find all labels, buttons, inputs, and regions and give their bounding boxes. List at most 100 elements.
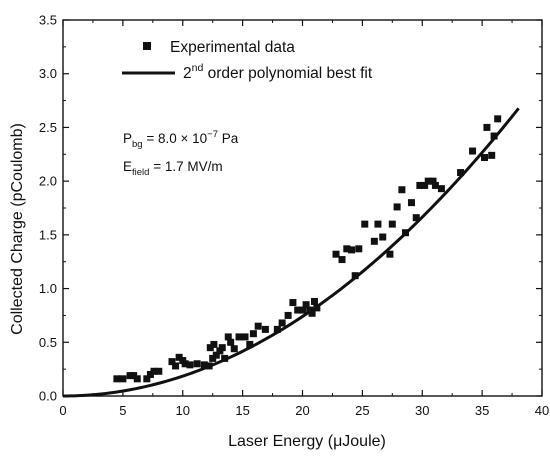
fit-curve [62, 107, 520, 398]
data-point [332, 250, 340, 258]
data-point [361, 220, 369, 228]
data-point [490, 132, 498, 140]
pbg-unit: Pa [218, 131, 239, 146]
data-point [175, 353, 183, 361]
data-point [113, 375, 121, 383]
data-point [241, 333, 249, 341]
efield-symbol: E [123, 159, 132, 174]
efield-value: = 1.7 MV/m [149, 159, 222, 174]
data-point [284, 311, 292, 319]
x-tick-label: 10 [176, 403, 190, 418]
data-point [209, 354, 217, 362]
data-point [416, 181, 424, 189]
data-point [186, 361, 194, 369]
data-point [206, 344, 214, 352]
data-point [205, 362, 213, 370]
data-point [424, 177, 432, 185]
data-point [126, 372, 134, 380]
x-tick-label: 20 [295, 403, 309, 418]
fit-curve-line [62, 107, 520, 398]
y-tick-label: 0.0 [39, 389, 57, 404]
data-point [310, 297, 318, 305]
data-point [386, 250, 394, 258]
pbg-exponent: −7 [207, 129, 218, 140]
data-point [150, 367, 158, 375]
y-axis-ticks: 0.0 0.5 1.0 1.5 2.0 2.5 3.0 3.5 [39, 13, 542, 404]
data-point [289, 299, 297, 307]
data-point [407, 199, 415, 207]
annotations: Pbg = 8.0 × 10−7 Pa Efield = 1.7 MV/m [123, 129, 239, 178]
data-point [437, 185, 445, 193]
data-point [483, 123, 491, 131]
data-point [193, 360, 201, 368]
legend-fit-rest: order polynomial best fit [203, 65, 373, 82]
data-point [221, 354, 229, 362]
pbg-value: = 8.0 × 10 [143, 131, 208, 146]
data-point [155, 367, 163, 375]
data-point [481, 154, 489, 162]
data-point [210, 340, 218, 348]
y-tick-label: 1.0 [39, 281, 57, 296]
data-point [401, 229, 409, 237]
data-point [374, 220, 382, 228]
data-point [130, 372, 138, 380]
data-point [246, 340, 254, 348]
data-point [224, 333, 232, 341]
x-tick-label: 35 [475, 403, 489, 418]
x-tick-label: 40 [535, 403, 549, 418]
data-point [119, 375, 127, 383]
data-point [299, 306, 306, 314]
legend-fit-order: 2 [183, 65, 192, 82]
data-point [278, 319, 286, 327]
data-point [348, 246, 356, 254]
pbg-subscript: bg [132, 139, 143, 150]
data-point [143, 375, 151, 383]
data-point [230, 345, 238, 353]
data-point [421, 181, 429, 189]
data-point [355, 245, 363, 253]
x-tick-label: 5 [119, 403, 126, 418]
data-point [494, 115, 502, 123]
data-point [343, 245, 351, 253]
data-point [181, 360, 189, 368]
data-point [379, 233, 387, 241]
data-point [172, 362, 180, 370]
data-point [133, 375, 141, 383]
y-tick-label: 2.5 [39, 120, 57, 135]
y-tick-label: 1.5 [39, 227, 57, 242]
x-tick-label: 0 [59, 403, 66, 418]
legend-marker-symbol [143, 42, 151, 50]
data-point [338, 256, 346, 264]
data-point [212, 351, 220, 359]
legend: Experimental data 2nd order polynomial b… [122, 39, 373, 82]
x-tick-label: 30 [415, 403, 429, 418]
data-point [412, 214, 420, 222]
data-markers [113, 115, 502, 383]
data-point [457, 169, 465, 177]
y-tick-label: 0.5 [39, 335, 57, 350]
data-point [370, 237, 378, 245]
efield-subscript: field [132, 167, 149, 178]
pbg-symbol: P [123, 131, 132, 146]
y-tick-label: 2.0 [39, 174, 57, 189]
data-point [254, 322, 262, 330]
data-point [200, 361, 208, 369]
data-point [302, 301, 310, 309]
pbg-annotation: Pbg = 8.0 × 10−7 Pa [123, 129, 239, 150]
data-point [393, 203, 401, 211]
data-point [313, 304, 321, 312]
data-point [431, 181, 439, 189]
data-point [261, 325, 269, 333]
data-point [249, 330, 257, 338]
y-tick-label: 3.0 [39, 66, 57, 81]
data-point [218, 344, 226, 352]
data-point [146, 371, 154, 379]
data-point [168, 358, 176, 366]
efield-annotation: Efield = 1.7 MV/m [123, 159, 223, 178]
data-point [308, 309, 316, 317]
data-point [273, 325, 281, 333]
legend-label-fit: 2nd order polynomial best fit [183, 62, 373, 82]
x-axis-ticks: 0 5 10 15 20 25 30 35 40 [59, 20, 549, 418]
data-point [388, 220, 396, 228]
